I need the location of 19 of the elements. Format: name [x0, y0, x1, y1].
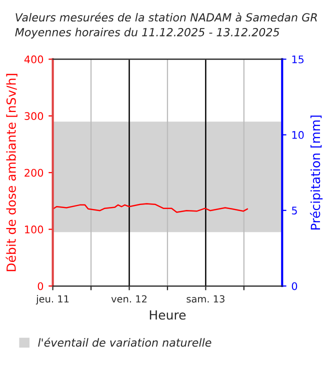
x-axis-title: Heure: [150, 310, 186, 320]
chart-title: Valeurs mesurées de la station NADAM à Samedan GR: [16, 12, 317, 22]
y2-tick-label: 15: [292, 56, 304, 64]
line-series: [52, 203, 248, 213]
y2-axis-title: Précipitation [mm]: [310, 116, 323, 230]
x-tick-label: ven. 12: [111, 295, 146, 303]
chart-subtitle: Moyennes horaires du 11.12.2025 - 13.12.2025: [15, 28, 280, 39]
y-tick-label: 0: [38, 282, 44, 290]
y-tick-label: 400: [24, 55, 44, 64]
legend-label: l'éventail de variation naturelle: [38, 338, 212, 347]
x-tick-label: sam. 13: [186, 295, 224, 303]
y2-tick-label: 0: [292, 282, 298, 290]
y-axis-title: Débit de dose ambiante [nSv/h]: [6, 74, 18, 272]
y2-tick-label: 10: [292, 131, 304, 139]
y2-tick-label: 5: [292, 206, 297, 215]
y-tick-label: 200: [24, 168, 44, 177]
y-tick-label: 300: [24, 112, 44, 120]
x-tick-label: jeu. 11: [36, 295, 69, 304]
y-tick-label: 100: [25, 226, 44, 234]
